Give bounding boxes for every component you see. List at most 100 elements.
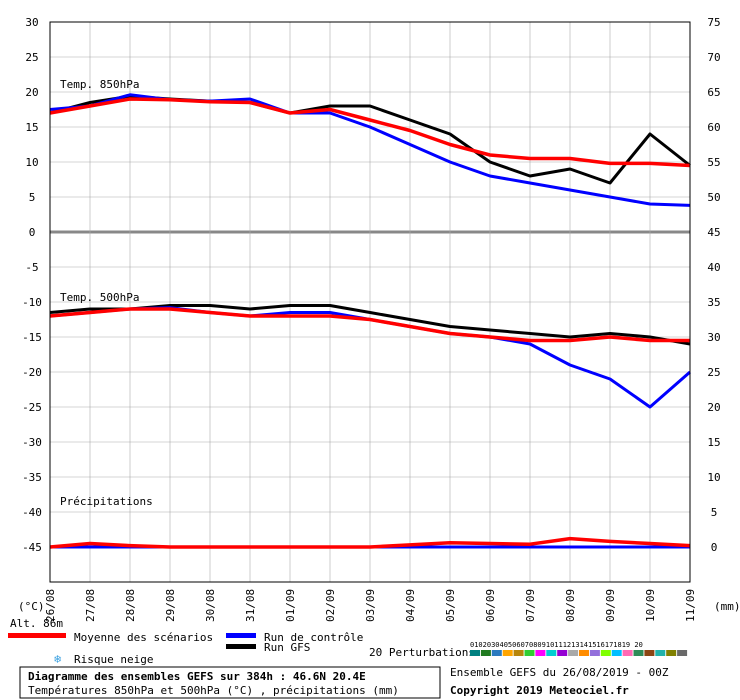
y-left-tick: -45 [22,541,42,554]
x-date-tick: 10/09 [644,589,657,622]
footer-box [19,666,441,699]
y-left-tick: 15 [25,121,38,134]
member-swatch-20 [677,650,688,656]
legend-perturbations-label: 20 Perturbations [369,646,475,659]
member-swatch-02 [480,650,491,656]
y-left-tick: -25 [22,401,42,414]
legend-snow-label: Risque neige [74,653,153,666]
member-swatch-03 [491,650,502,656]
y-right-tick: 20 [707,401,720,414]
grid-lines [49,21,691,582]
y-left-tick: -35 [22,471,42,484]
y-left-tick: 10 [25,156,38,169]
x-date-tick: 05/09 [444,589,457,622]
legend-mean-swatch [8,633,66,638]
member-swatch-06 [524,650,535,656]
x-date-tick: 09/09 [604,589,617,622]
x-date-tick: 26/08 [44,589,57,622]
altitude-label: Alt. 86m [10,617,63,630]
y-left-tick: 30 [25,16,38,29]
y-right-tick: 40 [707,261,720,274]
member-swatch-18 [655,650,666,656]
y-right-tick: 75 [707,16,720,29]
member-swatch-15 [622,650,633,656]
member-swatch-16 [633,650,644,656]
y-right-tick: 70 [707,51,720,64]
chart-series [49,93,691,549]
panel-label-precip: Précipitations [60,495,153,508]
legend-control-swatch [226,633,256,638]
unit-left: (°C) [18,600,45,613]
x-date-tick: 02/09 [324,589,337,622]
member-swatch-13 [600,650,611,656]
y-right-tick: 55 [707,156,720,169]
y-left-tick: -5 [25,261,38,274]
y-left-tick: 5 [29,191,36,204]
legend-mean-label: Moyenne des scénarios [74,631,213,644]
member-swatch-12 [589,650,600,656]
panel-label-500hpa: Temp. 500hPa [60,291,139,304]
y-right-tick: 60 [707,121,720,134]
y-left-tick: 0 [29,226,36,239]
x-date-tick: 31/08 [244,589,257,622]
y-left-tick: -40 [22,506,42,519]
y-left-tick: -30 [22,436,42,449]
legend: Moyenne des scénarios Run de contrôle Ru… [8,631,688,666]
member-swatch-07 [535,650,546,656]
mean-line [49,307,690,343]
y-right-tick: 45 [707,226,720,239]
x-date-tick: 27/08 [84,589,97,622]
member-swatch-17 [644,650,655,656]
legend-member-numbers: 01020304050607080910111213141516171819 2… [470,641,643,649]
panel-label-850hpa: Temp. 850hPa [60,78,139,91]
x-date-tick: 11/09 [684,589,697,622]
mean-line [49,97,691,168]
member-swatch-11 [579,650,589,656]
member-swatch-14 [611,650,622,656]
footer-subtitle: Températures 850hPa et 500hPa (°C) , pré… [28,684,399,697]
x-date-tick: 30/08 [204,589,217,622]
y-left-tick: 20 [25,86,38,99]
y-right-tick: 65 [707,86,720,99]
member-swatch-08 [546,650,557,656]
plot-frame [49,21,691,583]
legend-member-swatches [470,650,688,656]
unit-right: (mm) [714,600,740,613]
y-right-tick: 35 [707,296,720,309]
y-left-tick: -10 [22,296,42,309]
x-date-tick: 06/09 [484,589,497,622]
x-date-tick: 07/09 [524,589,537,622]
x-date-tick: 03/09 [364,589,377,622]
y-left-tick: -20 [22,366,42,379]
legend-gfs-swatch [226,644,256,649]
y-left-tick: -15 [22,331,42,344]
footer-run-info: Ensemble GEFS du 26/08/2019 - 00Z [450,666,669,679]
mean-line [49,536,691,549]
member-swatch-09 [557,650,568,656]
x-date-tick: 29/08 [164,589,177,622]
y-left-tick: 25 [25,51,38,64]
x-date-tick: 04/09 [404,589,417,622]
y-right-tick: 0 [711,541,718,554]
y-right-tick: 30 [707,331,720,344]
member-swatch-19 [666,650,677,656]
member-swatch-01 [470,650,480,656]
footer-copyright: Copyright 2019 Meteociel.fr [450,684,629,697]
y-right-tick: 5 [711,506,718,519]
snowflake-icon: ❄ [54,652,61,666]
y-right-tick: 25 [707,366,720,379]
member-swatch-04 [502,650,513,656]
legend-gfs-label: Run GFS [264,641,310,654]
y-right-tick: 10 [707,471,720,484]
x-date-tick: 01/09 [284,589,297,622]
member-swatch-10 [568,650,579,656]
y-right-tick: 15 [707,436,720,449]
footer-title: Diagramme des ensembles GEFS sur 384h : … [28,670,366,683]
x-date-tick: 28/08 [124,589,137,622]
y-right-tick: 50 [707,191,720,204]
member-swatch-05 [513,650,524,656]
x-date-tick: 08/09 [564,589,577,622]
legend-control-label: Run de contrôle [264,631,363,644]
